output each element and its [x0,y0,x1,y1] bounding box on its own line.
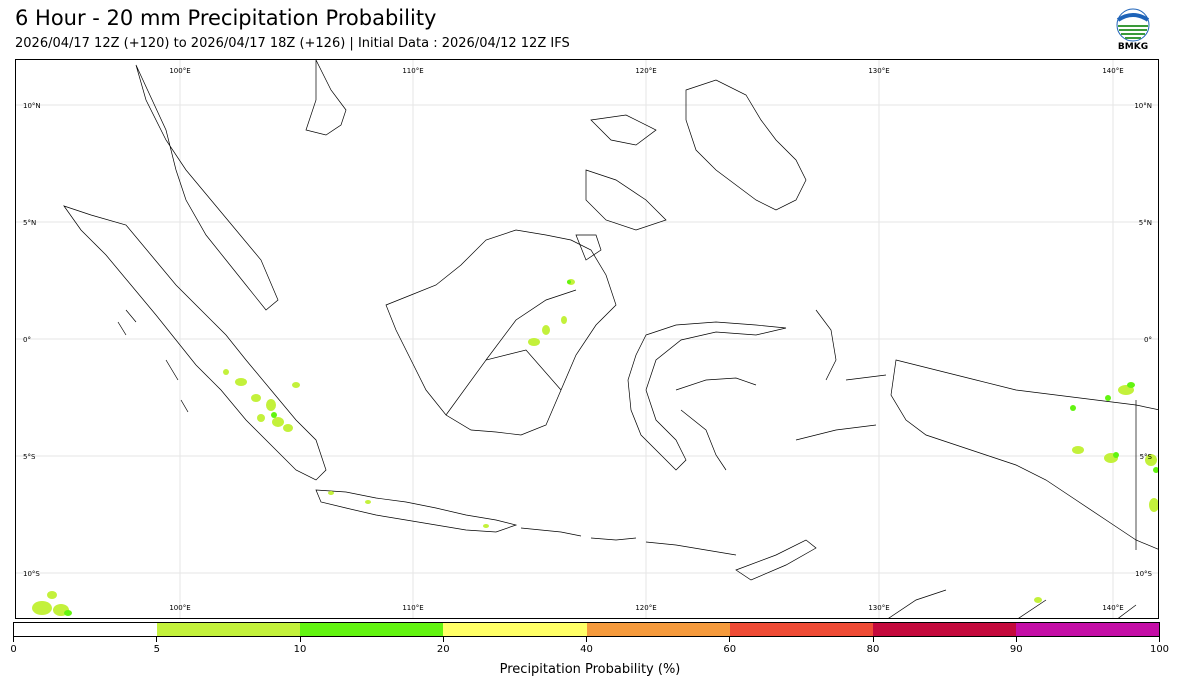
logo-text: BMKG [1117,42,1149,52]
colorbar-tick-label: 40 [580,644,593,655]
coastlines [63,60,1158,618]
lat-label-right: 10°N [1134,102,1152,110]
lat-label-right: 0° [1144,336,1152,344]
lon-label-bottom: 140°E [1102,604,1123,612]
colorbar-segment [14,623,158,636]
page-subtitle: 2026/04/17 12Z (+120) to 2026/04/17 18Z … [15,36,570,51]
lon-label-bottom: 120°E [635,604,656,612]
indochina-coast [305,60,347,136]
colorbar-segment [729,623,873,636]
lat-label-right: 10°S [1135,570,1152,578]
colorbar-tick [156,637,158,642]
precipitation-map: 100°E 110°E 120°E 130°E 140°E 100°E 110°… [15,59,1159,619]
lon-label-top: 140°E [1102,67,1123,75]
colorbar-segment [300,623,444,636]
colorbar-segment [1015,623,1159,636]
colorbar-tick [1015,637,1017,642]
lat-label-left: 5°S [23,453,36,461]
precipitation-patches [32,279,1158,616]
colorbar-tick-label: 90 [1009,644,1023,655]
colorbar-segment [872,623,1016,636]
colorbar-tick [586,637,587,642]
colorbar-segment [443,623,587,636]
page-title: 6 Hour - 20 mm Precipitation Probability [15,6,437,30]
colorbar-tick-label: 20 [436,644,450,655]
lat-label-left: 10°S [23,570,40,578]
lat-label-right: 5°N [1139,219,1152,227]
timor-coast [735,539,817,581]
lat-label-left: 5°N [23,219,36,227]
lat-label-left: 0° [23,336,31,344]
colorbar-tick-label: 100 [1149,644,1170,655]
lat-label-right: 5°S [1140,453,1153,461]
sulawesi-coast [627,321,787,471]
colorbar-tick [442,637,444,642]
malay-peninsula-coast [135,64,279,311]
map-gridlines [16,60,1158,618]
lon-label-top: 130°E [868,67,889,75]
sumatra-coast [63,205,327,481]
colorbar-tick-label: 5 [153,644,160,655]
philippines-coast [685,79,807,211]
bmkg-logo-icon [1116,8,1150,42]
colorbar-tick-label: 60 [723,644,737,655]
colorbar-title: Precipitation Probability (%) [499,662,681,677]
colorbar-tick [729,637,731,642]
colorbar-tick-label: 80 [866,644,880,655]
colorbar-segment [586,623,730,636]
colorbar-tick [13,637,14,642]
colorbar-tick-label: 0 [10,644,17,655]
lat-label-left: 10°N [23,102,41,110]
colorbar-tick [1159,637,1160,642]
lon-label-top: 110°E [402,67,423,75]
colorbar [13,622,1160,637]
lon-label-bottom: 100°E [169,604,190,612]
lon-label-top: 100°E [169,67,190,75]
papua-coast [890,359,1158,550]
colorbar-tick [872,637,874,642]
borneo-coast [385,229,617,436]
colorbar-segment [157,623,301,636]
java-coast [315,489,518,533]
lon-label-bottom: 110°E [402,604,423,612]
lon-label-top: 120°E [635,67,656,75]
lon-label-bottom: 130°E [868,604,889,612]
colorbar-tick [299,637,301,642]
colorbar-tick-label: 10 [293,644,307,655]
